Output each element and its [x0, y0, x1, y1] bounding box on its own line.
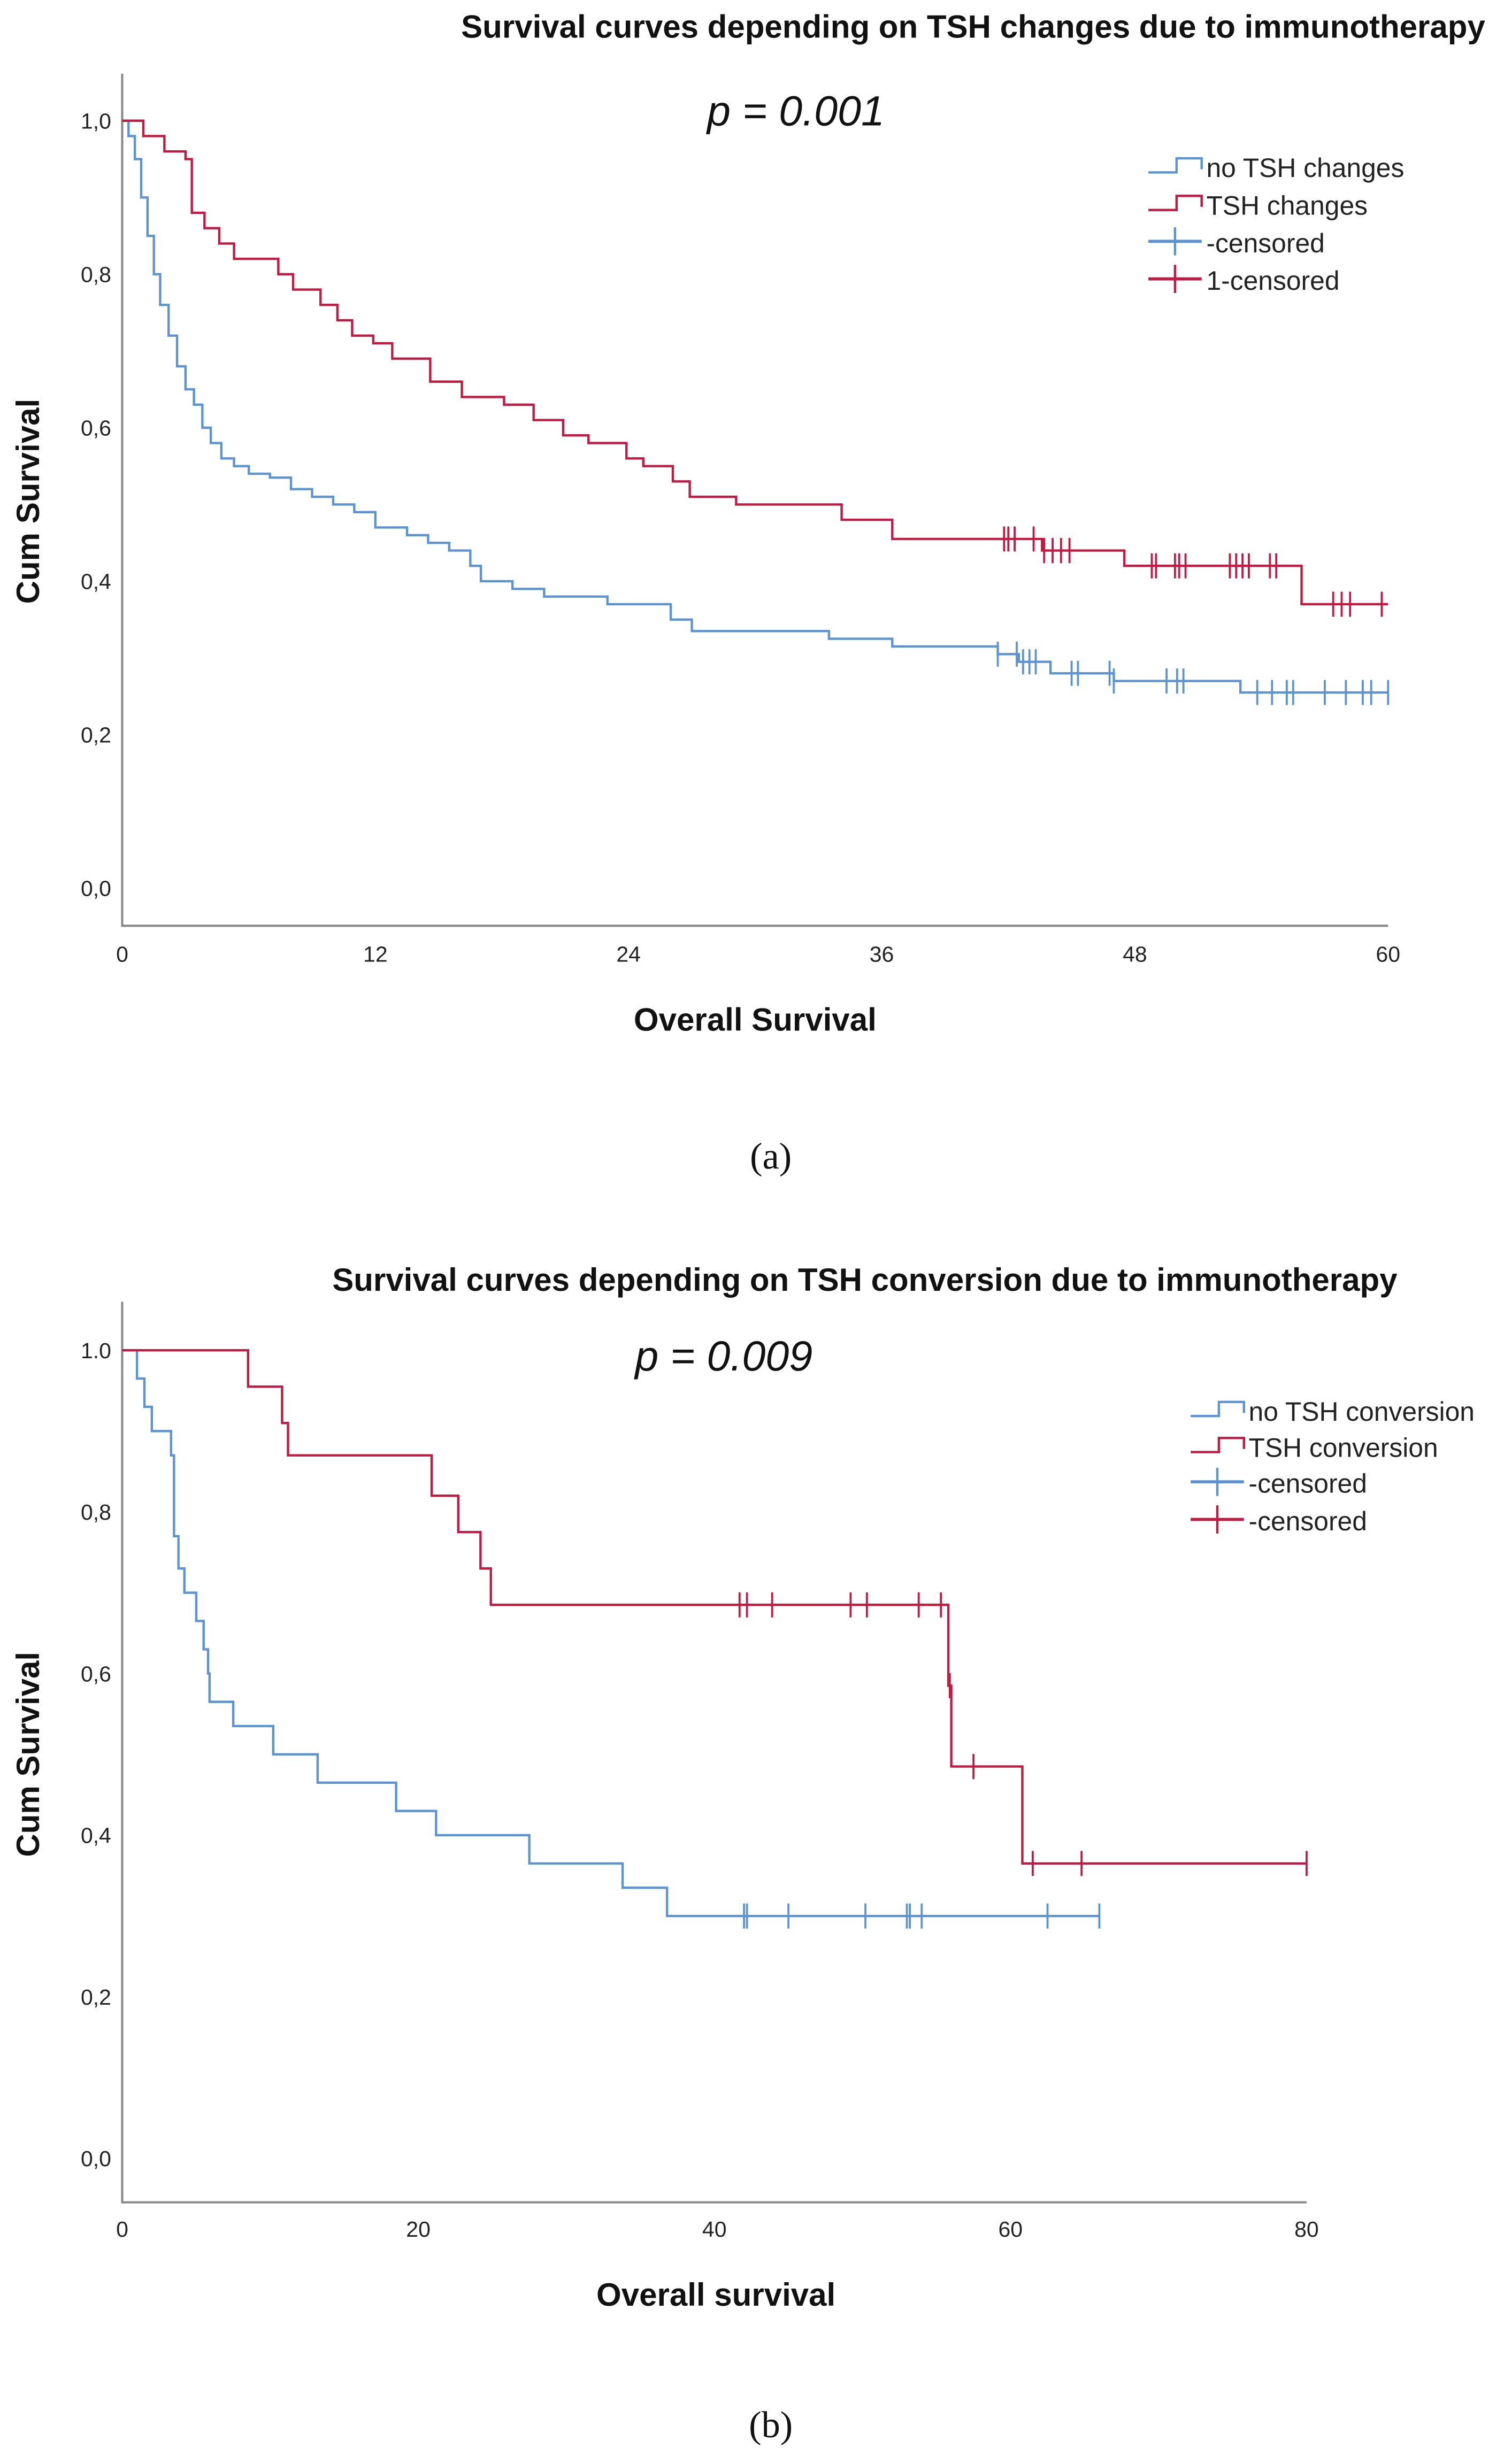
chart-a-p-value: p = 0.001	[706, 87, 885, 135]
chart-a-y-tick-label: 0,8	[81, 262, 111, 287]
chart-a-legend-label: 1-censored	[1206, 266, 1339, 296]
chart-a-axes	[121, 73, 1388, 927]
chart-b-x-tick-label: 60	[999, 2217, 1023, 2242]
chart-a-x-tick-label: 24	[616, 942, 641, 967]
chart-b-y-tick-label: 1.0	[81, 1338, 111, 1363]
chart-a-legend-label: no TSH changes	[1206, 153, 1404, 183]
chart-a-x-tick-label: 60	[1376, 942, 1400, 967]
chart-b-p-value: p = 0.009	[634, 1332, 812, 1380]
chart-a-y-tick-label: 0,2	[81, 723, 111, 748]
chart-a-panel-label: (a)	[750, 1135, 792, 1177]
chart-a-plot: 0,0 0,2 0,4 0,6 0,8 1,0 0 12 24 36 48 60	[81, 73, 1400, 967]
chart-b-plot: 0,0 0,2 0,4 0,6 0,8 1.0 0 20 40 60 80	[81, 1302, 1319, 2242]
chart-b-legend-label: -censored	[1249, 1506, 1367, 1536]
chart-b-axes	[121, 1302, 1307, 2204]
chart-a-series-blue-curve	[122, 119, 1388, 694]
chart-a-title: Survival curves depending on TSH changes…	[461, 9, 1485, 45]
chart-b-y-tick-label: 0,2	[81, 1985, 111, 2009]
chart-b-y-label: Cum Survival	[10, 1652, 46, 1857]
chart-a-y-label: Cum Survival	[10, 399, 46, 604]
chart-a-y-tick-label: 0,4	[81, 569, 111, 594]
chart-b-x-tick-label: 80	[1294, 2217, 1319, 2242]
chart-a-x-tick-label: 48	[1123, 942, 1147, 967]
chart-a-legend-line-blue-icon	[1148, 157, 1203, 174]
chart-a-x-tick-label: 36	[870, 942, 894, 967]
chart-b-x-tick-label: 40	[702, 2217, 727, 2242]
chart-b-legend-label: no TSH conversion	[1249, 1397, 1475, 1427]
chart-a: Survival curves depending on TSH changes…	[10, 9, 1485, 1177]
chart-b-legend-line-blue-icon	[1191, 1400, 1245, 1418]
chart-b-panel-label: (b)	[749, 2404, 793, 2446]
chart-a-legend: no TSH changes TSH changes -censored 1-cens…	[1148, 153, 1404, 296]
chart-b-y-tick-label: 0,4	[81, 1823, 111, 1848]
chart-b-legend-label: -censored	[1249, 1469, 1367, 1499]
chart-b-legend: no TSH conversion TSH conversion -censored…	[1191, 1397, 1475, 1536]
chart-a-legend-label: -censored	[1206, 228, 1324, 258]
chart-b-legend-label: TSH conversion	[1249, 1433, 1438, 1462]
chart-a-legend-line-red-icon	[1148, 195, 1203, 211]
chart-a-y-tick-label: 0,0	[81, 876, 111, 901]
chart-b-x-tick-label: 20	[406, 2217, 431, 2242]
chart-b-title: Survival curves depending on TSH convers…	[332, 1262, 1398, 1298]
chart-a-x-label: Overall Survival	[634, 1002, 877, 1038]
chart-b-y-tick-label: 0,0	[81, 2146, 111, 2171]
chart-b-y-tick-label: 0,6	[81, 1661, 111, 1686]
chart-b-x-tick-label: 0	[116, 2217, 128, 2242]
chart-b: Survival curves depending on TSH convers…	[10, 1262, 1475, 2446]
chart-a-series-red-curve	[122, 119, 1388, 606]
chart-a-y-tick-label: 0,6	[81, 416, 111, 441]
chart-b-series-blue-curve	[122, 1349, 1100, 1918]
chart-a-legend-label: TSH changes	[1206, 191, 1368, 221]
chart-a-y-tick-label: 1,0	[81, 109, 111, 133]
chart-b-legend-line-red-icon	[1191, 1436, 1245, 1453]
chart-b-y-tick-label: 0,8	[81, 1500, 111, 1524]
chart-a-x-tick-label: 0	[116, 942, 128, 967]
chart-a-x-tick-label: 12	[363, 942, 388, 967]
chart-b-series-red-curve	[122, 1349, 1307, 1865]
chart-b-x-label: Overall survival	[596, 2277, 835, 2313]
